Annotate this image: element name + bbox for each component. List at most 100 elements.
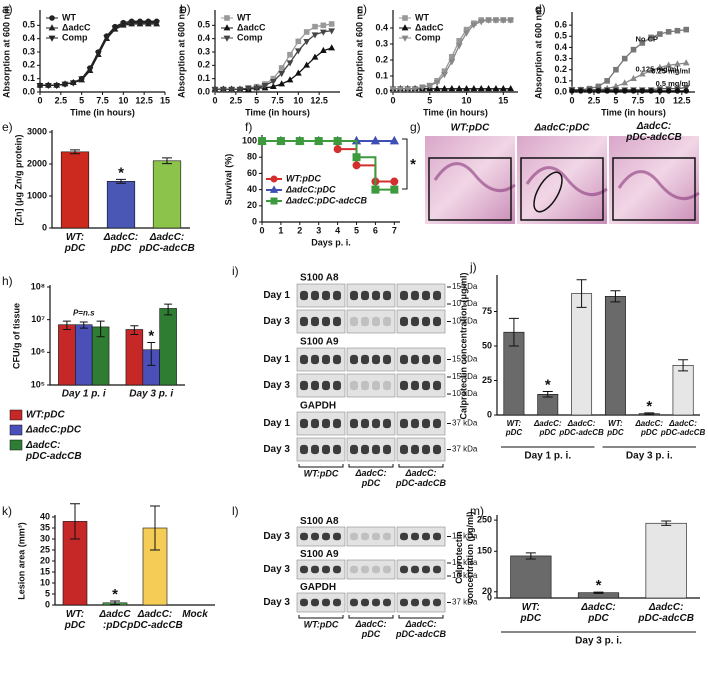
marker bbox=[319, 46, 327, 54]
error-bar bbox=[661, 520, 672, 526]
blot-band bbox=[311, 444, 319, 455]
marker bbox=[352, 161, 361, 170]
row-label: Day 1 bbox=[263, 290, 290, 301]
marker bbox=[370, 135, 381, 145]
marker bbox=[224, 15, 230, 21]
error-bar bbox=[70, 503, 80, 540]
protein-label: GAPDH bbox=[300, 401, 336, 412]
legend-label: ΔadcC:pDC bbox=[25, 425, 82, 436]
marker bbox=[674, 60, 681, 67]
group-bracket bbox=[398, 464, 444, 468]
kda-label: 15 kDa bbox=[452, 558, 478, 567]
axis bbox=[261, 135, 400, 223]
blot-band bbox=[311, 316, 319, 327]
marker bbox=[53, 82, 61, 90]
blot-band bbox=[383, 444, 391, 455]
bar bbox=[571, 293, 593, 416]
marker bbox=[294, 48, 302, 55]
marker bbox=[333, 145, 342, 154]
y-tick-label: 0.0 bbox=[375, 86, 388, 96]
kda-label: 37 kDa bbox=[452, 598, 478, 607]
text-line: concentration (μg/ml) bbox=[465, 511, 475, 603]
legend-label: Comp bbox=[62, 32, 88, 42]
protein-label: S100 A8 bbox=[300, 516, 339, 527]
blot-band bbox=[311, 354, 319, 365]
x-tick-label: 5 bbox=[79, 95, 84, 105]
lesion-outline bbox=[533, 171, 563, 213]
legend-label: ΔadcC bbox=[415, 22, 444, 32]
blot-strip bbox=[346, 309, 396, 334]
marker bbox=[287, 51, 293, 58]
marker bbox=[371, 185, 380, 194]
y-tick-label: 0.2 bbox=[375, 54, 388, 64]
text-line: pDC bbox=[587, 613, 609, 624]
y-tick-label: 1000 bbox=[27, 190, 47, 200]
text-line: pDC-adcCB bbox=[138, 243, 195, 254]
marker bbox=[463, 30, 470, 37]
marker bbox=[270, 175, 278, 183]
marker bbox=[253, 85, 261, 92]
blot-strip bbox=[296, 592, 346, 613]
blot-band bbox=[411, 354, 419, 365]
marker bbox=[228, 86, 236, 94]
marker bbox=[613, 66, 619, 73]
blot-band bbox=[322, 598, 330, 607]
marker bbox=[455, 85, 463, 92]
y-tick-label: 0.0 bbox=[22, 86, 35, 96]
marker bbox=[314, 137, 323, 146]
legend-label: WT:pDC bbox=[286, 173, 321, 183]
panel-label: j) bbox=[469, 260, 477, 274]
marker bbox=[278, 65, 285, 71]
blot-band bbox=[350, 354, 358, 365]
blot-strip bbox=[346, 283, 396, 308]
panel-label: h) bbox=[2, 274, 13, 288]
x-tick-label: 2.5 bbox=[55, 95, 68, 105]
x-tick-label: ΔadcC:pDC bbox=[103, 232, 139, 254]
y-tick-label: 5 bbox=[45, 588, 50, 598]
blot-band bbox=[361, 316, 369, 327]
y-tick-label: 10⁷ bbox=[31, 314, 45, 324]
y-axis-label: Calprotectin concentration (μg/ml) bbox=[458, 272, 468, 419]
x-tick-label: ΔadcC:pDC bbox=[634, 419, 663, 437]
error-bar bbox=[678, 359, 689, 372]
x-tick-label: ΔadcC: pDC-adcCB bbox=[558, 419, 604, 437]
text-line: ΔadcC: bbox=[149, 232, 185, 243]
marker bbox=[119, 21, 127, 28]
y-axis-label: Absorption at 600 nm bbox=[533, 7, 543, 99]
error-bar bbox=[96, 320, 105, 338]
marker bbox=[647, 67, 655, 74]
text-line: ΔadcC bbox=[98, 609, 131, 620]
group-label: ΔadcC: pDC bbox=[354, 619, 386, 639]
blot-band bbox=[322, 316, 330, 327]
marker bbox=[328, 44, 336, 51]
blot-band bbox=[422, 380, 430, 391]
marker bbox=[261, 82, 269, 90]
blot-band bbox=[372, 418, 380, 429]
y-axis-label: Absorption at 600 nm bbox=[176, 6, 186, 98]
kda-label: 10 kDa bbox=[452, 299, 478, 308]
marker bbox=[390, 177, 399, 186]
marker bbox=[604, 88, 610, 94]
blot-band bbox=[411, 532, 419, 541]
group-label: ΔadcC: pDC-adcCB bbox=[395, 468, 447, 488]
row-label: Day 1 bbox=[263, 354, 290, 365]
x-tick-label: 10 bbox=[118, 95, 128, 105]
marker bbox=[69, 80, 77, 87]
x-tick-label: 1 bbox=[278, 225, 283, 235]
blot-band bbox=[422, 532, 430, 541]
y-tick-label: 40 bbox=[247, 184, 257, 194]
marker bbox=[312, 23, 318, 30]
marker bbox=[303, 38, 311, 46]
x-tick-label: Mock bbox=[182, 609, 208, 620]
blot-band bbox=[372, 532, 380, 541]
y-axis-label: [Zn] (μg Zn/g protein) bbox=[13, 135, 23, 226]
panel-label: c) bbox=[357, 2, 367, 16]
row-label: Day 1 bbox=[263, 418, 290, 429]
x-tick-label: 7.5 bbox=[271, 95, 284, 105]
blot-band bbox=[400, 444, 408, 455]
marker bbox=[648, 88, 654, 94]
blot-band bbox=[400, 532, 408, 541]
x-axis-label: Time (in hours) bbox=[245, 107, 310, 117]
blot-band bbox=[383, 418, 391, 429]
